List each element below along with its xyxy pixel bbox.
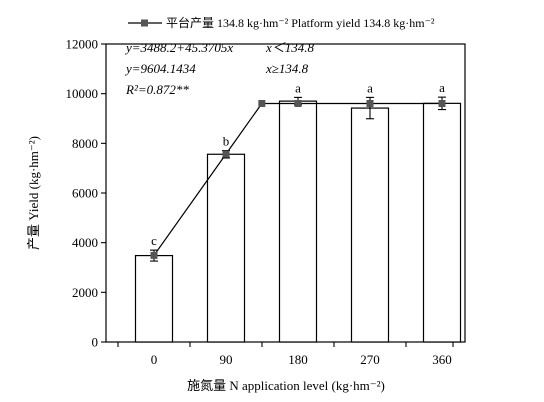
fit-marker-270	[366, 99, 374, 107]
bar-360	[422, 102, 462, 343]
significance-letters-group: c b a a a	[151, 80, 445, 248]
equations: y=3488.2+45.3705x x＜134.8 y=9604.1434 x≥…	[124, 40, 315, 97]
bar-180	[278, 100, 318, 343]
y-tick-label-0: 0	[92, 335, 99, 350]
condition-2: x≥134.8	[265, 61, 309, 76]
significance-letter-180: a	[295, 80, 301, 95]
x-tick-label-360: 360	[432, 352, 452, 367]
fit-marker-90	[222, 150, 230, 158]
fit-marker-360	[438, 99, 446, 107]
fit-line-group	[150, 99, 446, 259]
bar-0	[134, 254, 174, 343]
r-squared: R²=0.872**	[125, 82, 189, 97]
y-axis: 0 2000 4000 6000 8000 10000 12000	[66, 37, 106, 350]
x-axis-title: 施氮量 N application level (kg·hm⁻²)	[187, 378, 385, 393]
legend-marker	[141, 19, 148, 27]
significance-letter-90: b	[223, 134, 230, 149]
equation-1: y=3488.2+45.3705x	[124, 40, 233, 55]
legend: 平台产量 134.8 kg·hm⁻² Platform yield 134.8 …	[128, 15, 435, 30]
equation-2: y=9604.1434	[124, 61, 196, 76]
fit-marker-0	[150, 251, 158, 259]
x-axis: 0 90 180 270 360	[117, 342, 454, 367]
significance-letter-0: c	[151, 233, 157, 248]
y-tick-label-8000: 8000	[72, 136, 98, 151]
y-tick-label-10000: 10000	[66, 86, 99, 101]
x-tick-label-0: 0	[151, 352, 158, 367]
x-tick-label-90: 90	[220, 352, 233, 367]
y-axis-title: 产量 Yield (kg·hm⁻²)	[26, 136, 41, 250]
fit-marker-breakpoint	[258, 99, 266, 107]
fit-marker-180	[294, 99, 302, 107]
legend-label: 平台产量 134.8 kg·hm⁻² Platform yield 134.8 …	[166, 15, 435, 30]
y-tick-label-6000: 6000	[72, 186, 98, 201]
condition-1: x＜134.8	[265, 40, 315, 55]
x-tick-label-270: 270	[360, 352, 380, 367]
x-tick-label-180: 180	[288, 352, 308, 367]
bar-90	[206, 153, 246, 343]
significance-letter-360: a	[439, 80, 445, 95]
bars-group	[134, 100, 462, 343]
fit-line	[153, 102, 442, 256]
bar-270	[350, 107, 390, 343]
y-tick-label-12000: 12000	[66, 37, 99, 52]
significance-letter-270: a	[367, 80, 373, 95]
y-tick-label-2000: 2000	[72, 285, 98, 300]
y-tick-label-4000: 4000	[72, 235, 98, 250]
